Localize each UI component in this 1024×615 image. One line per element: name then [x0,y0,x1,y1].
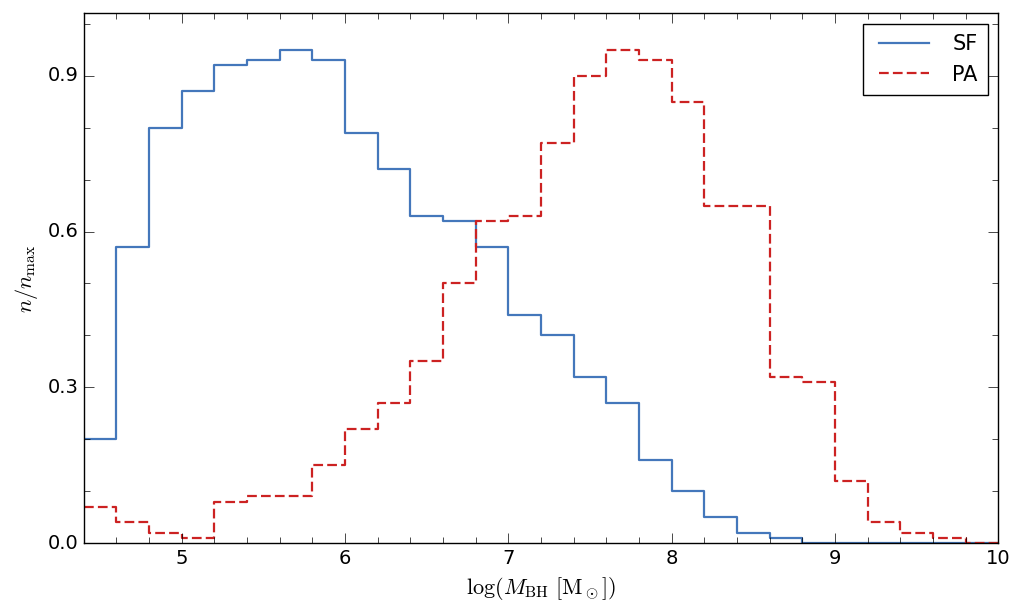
PA [797,373,809,381]
PA [698,98,711,105]
SF [992,539,1005,547]
PA [666,57,678,64]
PA [959,539,972,547]
SF [78,435,90,443]
SF [698,488,711,495]
PA [992,539,1005,547]
PA [404,358,417,365]
X-axis label: $\log(M_{\mathrm{BH}}\ [\mathrm{M}_\odot])$: $\log(M_{\mathrm{BH}}\ [\mathrm{M}_\odot… [466,574,616,601]
PA [600,72,612,79]
Line: PA: PA [84,50,998,543]
SF [666,456,678,464]
Legend: SF, PA: SF, PA [862,24,988,95]
PA [78,503,90,510]
PA [600,46,612,54]
SF [797,539,809,547]
Y-axis label: $n/n_{\mathrm{max}}$: $n/n_{\mathrm{max}}$ [13,244,40,312]
SF [437,212,450,220]
PA [111,503,123,510]
SF [273,46,286,54]
SF [111,435,123,443]
Line: SF: SF [84,50,998,543]
SF [797,534,809,542]
SF [600,399,612,407]
